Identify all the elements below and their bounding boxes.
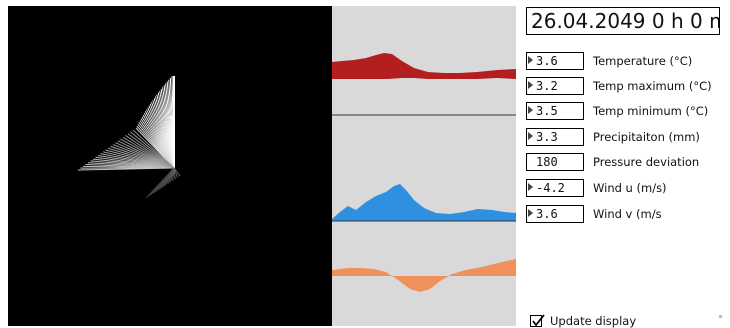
update-display-checkbox[interactable]	[530, 315, 542, 327]
param-row-wind-v: 3.6 Wind v (m/s	[526, 205, 726, 225]
param-row-wind-u: -4.2 Wind u (m/s)	[526, 179, 726, 199]
pressure-deviation-field[interactable]: 180	[526, 153, 584, 171]
stepper-arrow-icon[interactable]	[528, 56, 533, 64]
precipitation-graph	[332, 184, 516, 221]
temperature-graph	[332, 53, 516, 79]
wind-v-field[interactable]: 3.6	[526, 205, 584, 223]
wind-v-label: Wind v (m/s	[593, 207, 662, 221]
wind-graph	[332, 259, 516, 292]
pressure-deviation-label: Pressure deviation	[593, 155, 699, 169]
temperature-field[interactable]: 3.6	[526, 52, 584, 70]
stepper-arrow-icon[interactable]	[528, 183, 533, 191]
graphs-panel	[332, 6, 516, 326]
param-row-precipitation: 3.3 Precipitaiton (mm)	[526, 128, 726, 148]
param-row-temp-minimum: 3.5 Temp minimum (°C)	[526, 102, 726, 122]
parameter-panel: 26.04.2049 0 h 0 m 3.6 Temperature (°C) …	[516, 6, 730, 326]
stepper-arrow-icon[interactable]	[528, 209, 533, 217]
temperature-label: Temperature (°C)	[593, 54, 692, 68]
temp-maximum-label: Temp maximum (°C)	[593, 79, 712, 93]
temp-minimum-field[interactable]: 3.5	[526, 102, 584, 120]
wind-u-field[interactable]: -4.2	[526, 179, 584, 197]
precipitation-field[interactable]: 3.3	[526, 128, 584, 146]
precipitation-label: Precipitaiton (mm)	[593, 130, 700, 144]
graphs-svg	[332, 6, 516, 326]
param-row-temperature: 3.6 Temperature (°C)	[526, 52, 726, 72]
stepper-arrow-icon[interactable]	[528, 81, 533, 89]
param-row-temp-maximum: 3.2 Temp maximum (°C)	[526, 77, 726, 97]
datetime-display: 26.04.2049 0 h 0 m	[526, 7, 720, 35]
stepper-arrow-icon[interactable]	[528, 132, 533, 140]
fan-visualization	[8, 6, 332, 326]
param-row-pressure-deviation: 180 Pressure deviation	[526, 153, 726, 173]
visualization-canvas[interactable]	[8, 6, 332, 326]
stepper-arrow-icon[interactable]	[528, 106, 533, 114]
resize-handle[interactable]	[719, 315, 722, 318]
temp-maximum-field[interactable]: 3.2	[526, 77, 584, 95]
temp-minimum-label: Temp minimum (°C)	[593, 104, 708, 118]
wind-u-label: Wind u (m/s)	[593, 181, 667, 195]
